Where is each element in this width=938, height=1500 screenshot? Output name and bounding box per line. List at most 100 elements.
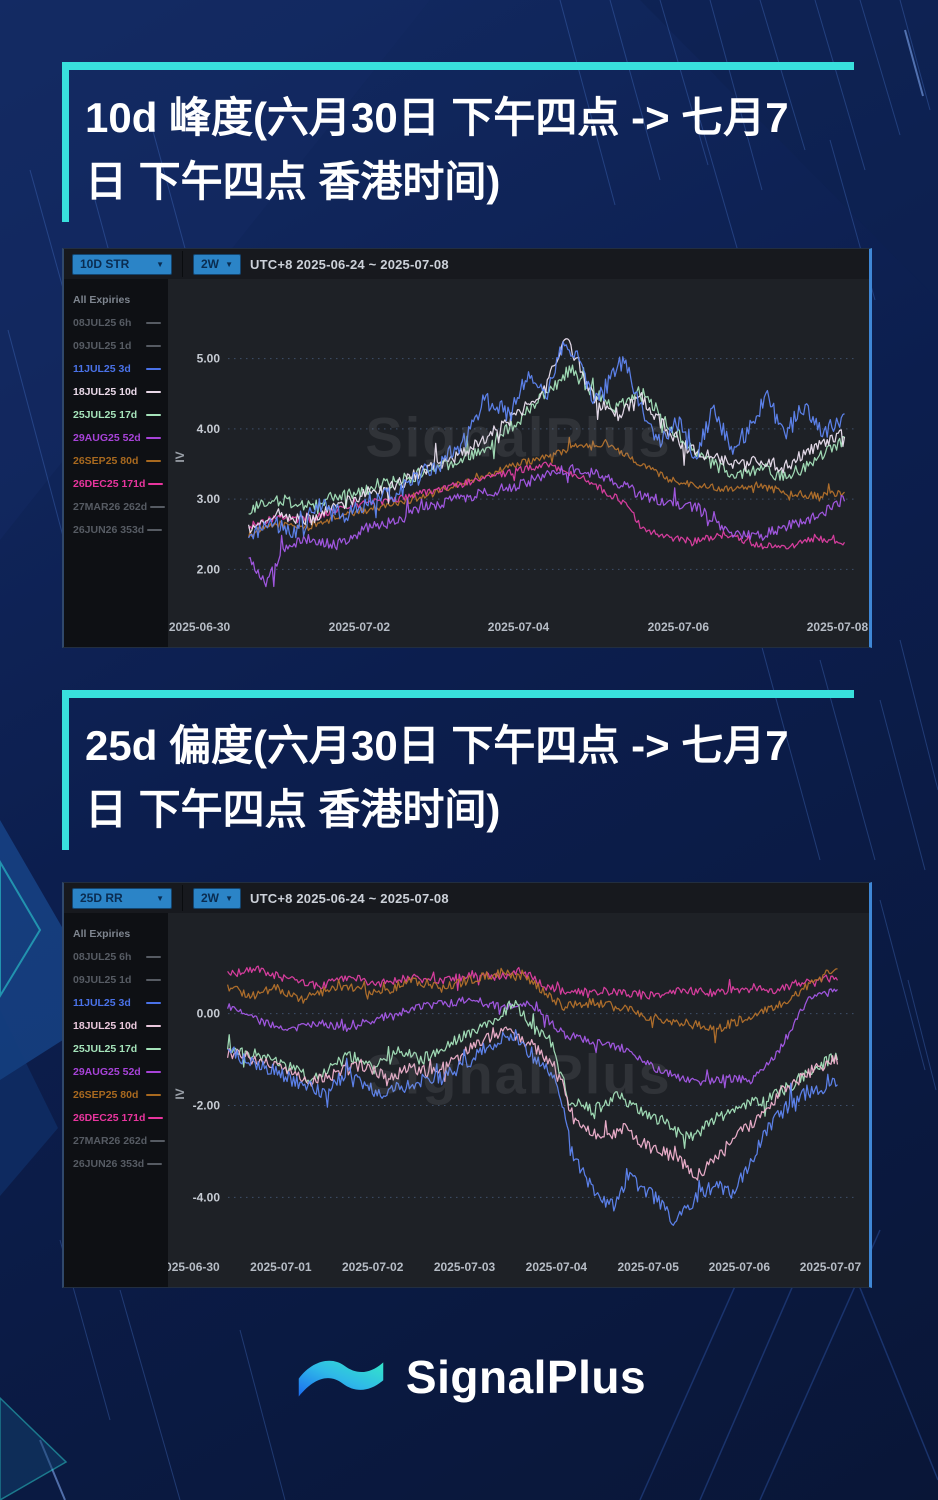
legend-item[interactable]: 11JUL25 3d: [73, 991, 168, 1014]
legend-item-label: All Expiries: [73, 293, 131, 306]
period-dropdown[interactable]: 2W ▼: [193, 253, 241, 275]
legend-color-dash: [146, 955, 161, 958]
chevron-down-icon: ▼: [225, 893, 233, 903]
chevron-down-icon: ▼: [156, 893, 164, 903]
legend-color-dash: [146, 321, 161, 324]
legend-item-label: 11JUL25 3d: [73, 996, 131, 1009]
legend-color-dash: [146, 459, 161, 462]
svg-text:2025-07-04: 2025-07-04: [488, 620, 550, 634]
legend-item[interactable]: 26SEP25 80d: [73, 449, 168, 472]
legend-item[interactable]: 27MAR26 262d: [73, 495, 168, 518]
header-divider: [182, 885, 183, 911]
svg-text:2025-06-30: 2025-06-30: [168, 1260, 220, 1274]
chart1-title-line1: 10d 峰度(六月30日 下午四点 -> 七月7: [85, 94, 789, 141]
chart1-title: 10d 峰度(六月30日 下午四点 -> 七月7 日 下午四点 香港时间): [85, 86, 854, 214]
svg-text:2025-06-30: 2025-06-30: [169, 620, 231, 634]
legend-item[interactable]: 26DEC25 171d: [73, 472, 168, 495]
date-range-label: UTC+8 2025-06-24 ~ 2025-07-08: [250, 890, 449, 906]
legend-item[interactable]: 09JUL25 1d: [73, 968, 168, 991]
period-dropdown-value: 2W: [201, 257, 219, 271]
chart1-body: All Expiries 08JUL25 6h 09JUL25 1d 11JUL25 …: [64, 279, 869, 647]
legend-item[interactable]: 26JUN26 353d: [73, 518, 168, 541]
metric-dropdown-value: 10D STR: [80, 257, 130, 271]
footer-brand: SignalPlus: [0, 1338, 938, 1416]
legend-item-label: 26DEC25 171d: [73, 477, 146, 490]
legend-item[interactable]: 11JUL25 3d: [73, 357, 168, 380]
chart2-toolbar: 25D RR ▼ 2W ▼ UTC+8 2025-06-24 ~ 2025-07…: [64, 883, 869, 913]
legend-item-label: 25JUL25 17d: [73, 1042, 138, 1055]
svg-text:-2.00: -2.00: [193, 1098, 221, 1112]
svg-text:2025-07-02: 2025-07-02: [342, 1260, 404, 1274]
legend-item[interactable]: 18JUL25 10d: [73, 380, 168, 403]
chevron-down-icon: ▼: [225, 259, 233, 269]
series-line-29aug25-52d: [227, 988, 838, 1089]
period-dropdown[interactable]: 2W ▼: [193, 887, 241, 909]
legend-item-label: 26DEC25 171d: [73, 1111, 146, 1124]
svg-text:3.00: 3.00: [197, 492, 221, 506]
legend-color-dash: [148, 482, 164, 485]
legend-color-dash: [146, 978, 161, 981]
legend-color-dash: [147, 528, 163, 531]
legend-item[interactable]: 25JUL25 17d: [73, 403, 168, 426]
series-line-11jul25-3d: [248, 341, 845, 540]
series-line-26dec25-171d: [227, 965, 839, 1000]
legend-color-dash: [146, 344, 161, 347]
svg-text:0.00: 0.00: [197, 1007, 221, 1021]
chart1-title-block: 10d 峰度(六月30日 下午四点 -> 七月7 日 下午四点 香港时间): [62, 62, 854, 222]
signalplus-logo-icon: [298, 1360, 384, 1397]
legend-item[interactable]: 27MAR26 262d: [73, 1129, 168, 1152]
legend-item-label: 11JUL25 3d: [73, 362, 131, 375]
legend-item[interactable]: 18JUL25 10d: [73, 1014, 168, 1037]
svg-text:2025-07-02: 2025-07-02: [329, 620, 391, 634]
metric-dropdown[interactable]: 25D RR ▼: [72, 887, 172, 909]
legend-item-label: 26SEP25 80d: [73, 454, 139, 467]
chart2-title-block: 25d 偏度(六月30日 下午四点 -> 七月7 日 下午四点 香港时间): [62, 690, 854, 850]
legend-item-label: 26SEP25 80d: [73, 1088, 139, 1101]
legend-color-dash: [146, 1093, 161, 1096]
legend-color-dash: [148, 1116, 164, 1119]
chart2-title: 25d 偏度(六月30日 下午四点 -> 七月7 日 下午四点 香港时间): [85, 714, 854, 842]
series-line-18jul25-10d: [226, 1026, 839, 1181]
svg-text:2025-07-08: 2025-07-08: [807, 620, 869, 634]
expiry-legend: All Expiries 08JUL25 6h 09JUL25 1d 11JUL25 …: [64, 279, 168, 647]
legend-color-dash: [146, 1024, 161, 1027]
chart2-panel: 25D RR ▼ 2W ▼ UTC+8 2025-06-24 ~ 2025-07…: [62, 882, 872, 1288]
chart1-plot-area[interactable]: 5.00 4.00 3.00 2.00 2025-06-30 2025-07-02 2025…: [168, 279, 869, 647]
legend-item-label: 29AUG25 52d: [73, 431, 141, 444]
legend-header: All Expiries: [73, 288, 168, 311]
legend-item-label: 18JUL25 10d: [73, 1019, 138, 1032]
metric-dropdown[interactable]: 10D STR ▼: [72, 253, 172, 275]
svg-text:2025-07-04: 2025-07-04: [526, 1260, 588, 1274]
chart1-title-line2: 日 下午四点 香港时间): [85, 157, 501, 205]
chart1-toolbar: 10D STR ▼ 2W ▼ UTC+8 2025-06-24 ~ 2025-0…: [64, 249, 869, 279]
svg-text:2025-07-01: 2025-07-01: [250, 1260, 312, 1274]
legend-color-dash: [150, 1139, 166, 1142]
legend-item-label: 09JUL25 1d: [73, 339, 132, 352]
legend-item[interactable]: 26SEP25 80d: [73, 1083, 168, 1106]
date-range-label: UTC+8 2025-06-24 ~ 2025-07-08: [250, 256, 449, 272]
legend-item[interactable]: 08JUL25 6h: [73, 945, 168, 968]
svg-text:IV: IV: [173, 451, 187, 462]
chevron-down-icon: ▼: [156, 259, 164, 269]
svg-text:5.00: 5.00: [197, 352, 221, 366]
legend-item[interactable]: 29AUG25 52d: [73, 426, 168, 449]
series-line-18jul25-10d: [247, 338, 846, 534]
legend-item[interactable]: 26JUN26 353d: [73, 1152, 168, 1175]
legend-item-label: 26JUN26 353d: [73, 1157, 145, 1170]
legend-item[interactable]: 25JUL25 17d: [73, 1037, 168, 1060]
metric-dropdown-value: 25D RR: [80, 891, 123, 905]
legend-item[interactable]: 09JUL25 1d: [73, 334, 168, 357]
svg-text:2025-07-07: 2025-07-07: [800, 1260, 862, 1274]
legend-item[interactable]: 26DEC25 171d: [73, 1106, 168, 1129]
legend-item-label: 08JUL25 6h: [73, 316, 132, 329]
legend-item[interactable]: 29AUG25 52d: [73, 1060, 168, 1083]
legend-item[interactable]: 08JUL25 6h: [73, 311, 168, 334]
svg-text:IV: IV: [173, 1088, 187, 1099]
series-line-11jul25-3d: [227, 1029, 838, 1226]
legend-color-dash: [146, 390, 161, 393]
series-line-26dec25-171d: [248, 461, 846, 550]
chart2-plot-area[interactable]: 0.00 -2.00 -4.00 2025-06-30 2025-07-01 2025-0…: [168, 913, 869, 1287]
legend-color-dash: [150, 505, 166, 508]
header-divider: [182, 251, 183, 277]
